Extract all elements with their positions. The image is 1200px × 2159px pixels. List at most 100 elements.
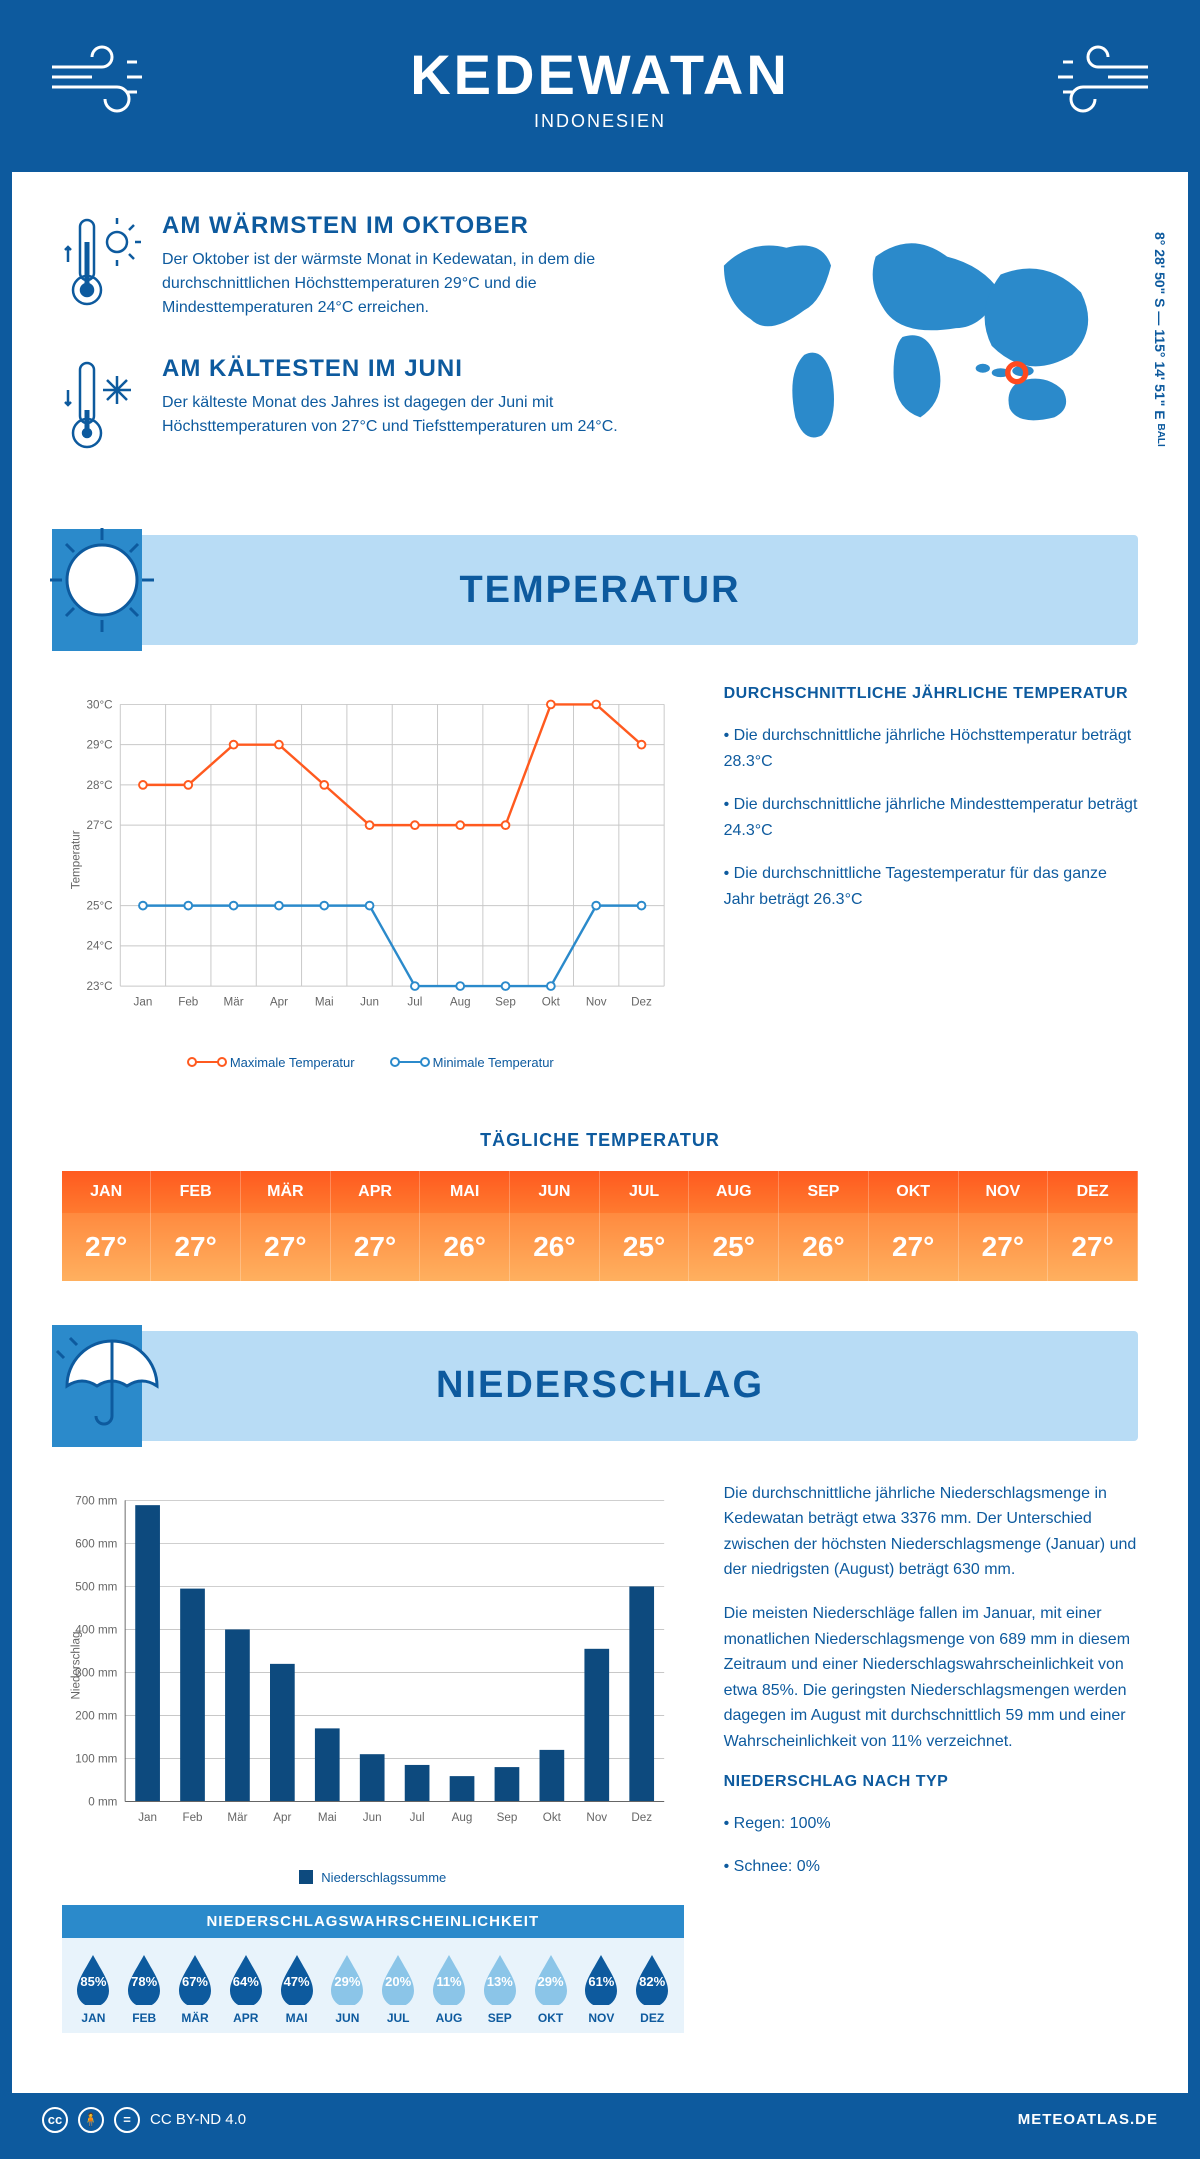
probability-cell: 67% MÄR (170, 1953, 221, 2025)
thermometer-snow-icon (62, 355, 142, 455)
table-header: SEP (779, 1171, 869, 1213)
svg-text:500 mm: 500 mm (75, 1580, 117, 1593)
probability-cell: 29% OKT (525, 1953, 576, 2025)
svg-text:29°C: 29°C (86, 739, 112, 752)
probability-cell: 64% APR (220, 1953, 271, 2025)
thermometer-sun-icon (62, 212, 142, 312)
svg-text:Sep: Sep (497, 1811, 518, 1824)
daily-temp-table: JANFEBMÄRAPRMAIJUNJULAUGSEPOKTNOVDEZ27°2… (62, 1171, 1138, 1281)
footer: cc 🧍 = CC BY-ND 4.0 METEOATLAS.DE (12, 2093, 1188, 2147)
svg-text:Jan: Jan (134, 996, 153, 1009)
table-header: OKT (868, 1171, 958, 1213)
precipitation-bar-chart: 0 mm100 mm200 mm300 mm400 mm500 mm600 mm… (62, 1481, 684, 1850)
table-header: JUL (599, 1171, 689, 1213)
svg-text:Mai: Mai (315, 996, 334, 1009)
table-cell: 27° (868, 1213, 958, 1281)
svg-text:Nov: Nov (586, 1811, 607, 1824)
world-map-icon (667, 212, 1138, 462)
svg-text:700 mm: 700 mm (75, 1494, 117, 1507)
probability-cell: 85% JAN (68, 1953, 119, 2025)
table-cell: 26° (420, 1213, 510, 1281)
probability-title: NIEDERSCHLAGSWAHRSCHEINLICHKEIT (62, 1905, 684, 1938)
precip-type-1: • Regen: 100% (724, 1811, 1138, 1837)
probability-cell: 78% FEB (119, 1953, 170, 2025)
page-title: KEDEWATAN (32, 42, 1168, 107)
raindrop-icon: 85% (73, 1953, 113, 2005)
raindrop-icon: 67% (175, 1953, 215, 2005)
probability-cell: 82% DEZ (627, 1953, 678, 2025)
temp-banner-title: TEMPERATUR (459, 569, 740, 612)
precip-type-title: NIEDERSCHLAG NACH TYP (724, 1773, 1138, 1791)
sun-icon (42, 520, 162, 640)
raindrop-icon: 78% (124, 1953, 164, 2005)
table-cell: 25° (599, 1213, 689, 1281)
svg-text:Okt: Okt (543, 1811, 562, 1824)
site-name: METEOATLAS.DE (1018, 2111, 1158, 2128)
daily-temp-title: TÄGLICHE TEMPERATUR (12, 1130, 1188, 1151)
probability-cell: 61% NOV (576, 1953, 627, 2025)
wind-icon (42, 42, 152, 122)
svg-text:Apr: Apr (270, 996, 288, 1009)
probability-cell: 47% MAI (271, 1953, 322, 2025)
svg-text:Niederschlag: Niederschlag (69, 1631, 82, 1699)
svg-text:Jul: Jul (410, 1811, 425, 1824)
raindrop-icon: 82% (632, 1953, 672, 2005)
svg-text:Feb: Feb (182, 1811, 202, 1824)
precip-banner-title: NIEDERSCHLAG (436, 1364, 764, 1407)
table-header: JAN (62, 1171, 151, 1213)
svg-text:100 mm: 100 mm (75, 1752, 117, 1765)
svg-text:28°C: 28°C (86, 779, 112, 792)
svg-text:24°C: 24°C (86, 940, 112, 953)
cc-icon: cc (42, 2107, 68, 2133)
umbrella-icon (42, 1316, 162, 1436)
svg-text:Jan: Jan (138, 1811, 157, 1824)
svg-text:Mär: Mär (227, 1811, 247, 1824)
precip-type-2: • Schnee: 0% (724, 1854, 1138, 1880)
precip-legend: Niederschlagssumme (62, 1870, 684, 1885)
svg-text:0 mm: 0 mm (88, 1795, 117, 1808)
svg-text:Jul: Jul (407, 996, 422, 1009)
svg-text:25°C: 25°C (86, 899, 112, 912)
warmest-text: Der Oktober ist der wärmste Monat in Ked… (162, 248, 627, 320)
coldest-title: AM KÄLTESTEN IM JUNI (162, 355, 627, 383)
temp-text-p1: • Die durchschnittliche jährliche Höchst… (724, 723, 1138, 774)
svg-text:Sep: Sep (495, 996, 516, 1009)
svg-text:Jun: Jun (363, 1811, 382, 1824)
license-text: CC BY-ND 4.0 (150, 2111, 246, 2128)
svg-text:Okt: Okt (542, 996, 561, 1009)
svg-text:23°C: 23°C (86, 980, 112, 993)
precip-chart-row: 0 mm100 mm200 mm300 mm400 mm500 mm600 mm… (12, 1441, 1188, 2093)
warmest-block: AM WÄRMSTEN IM OKTOBER Der Oktober ist d… (62, 212, 627, 320)
coldest-block: AM KÄLTESTEN IM JUNI Der kälteste Monat … (62, 355, 627, 460)
table-cell: 27° (1048, 1213, 1138, 1281)
svg-text:Dez: Dez (631, 996, 652, 1009)
table-cell: 25° (689, 1213, 779, 1281)
temperature-banner: TEMPERATUR (62, 535, 1138, 645)
svg-text:Mai: Mai (318, 1811, 337, 1824)
svg-text:27°C: 27°C (86, 819, 112, 832)
svg-text:Temperatur: Temperatur (69, 830, 82, 889)
precipitation-banner: NIEDERSCHLAG (62, 1331, 1138, 1441)
temp-text-p3: • Die durchschnittliche Tagestemperatur … (724, 861, 1138, 912)
temperature-line-chart: 23°C 24°C 25°C 27°C 28°C 29°C 30°C Jan Feb Mär Apr… (62, 685, 684, 1035)
svg-text:Dez: Dez (631, 1811, 652, 1824)
page-subtitle: INDONESIEN (32, 111, 1168, 132)
coldest-text: Der kälteste Monat des Jahres ist dagege… (162, 391, 627, 439)
table-header: AUG (689, 1171, 779, 1213)
raindrop-icon: 29% (531, 1953, 571, 2005)
infographic-container: KEDEWATAN INDONESIEN (0, 0, 1200, 2159)
svg-text:600 mm: 600 mm (75, 1537, 117, 1550)
probability-cell: 20% JUL (373, 1953, 424, 2025)
precip-text-p2: Die meisten Niederschläge fallen im Janu… (724, 1601, 1138, 1755)
temp-text-p2: • Die durchschnittliche jährliche Mindes… (724, 792, 1138, 843)
warmest-title: AM WÄRMSTEN IM OKTOBER (162, 212, 627, 240)
svg-text:Apr: Apr (273, 1811, 291, 1824)
svg-text:Mär: Mär (224, 996, 244, 1009)
raindrop-icon: 61% (581, 1953, 621, 2005)
raindrop-icon: 13% (480, 1953, 520, 2005)
svg-text:30°C: 30°C (86, 698, 112, 711)
table-header: NOV (958, 1171, 1048, 1213)
table-header: JUN (510, 1171, 600, 1213)
svg-text:Feb: Feb (178, 996, 198, 1009)
raindrop-icon: 64% (226, 1953, 266, 2005)
